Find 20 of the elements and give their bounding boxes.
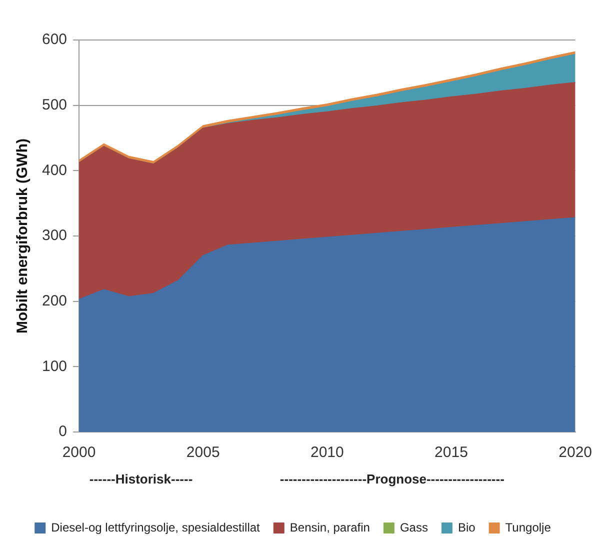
text: --------------------Prognose------------------ xyxy=(280,472,504,487)
y-tick-label: 200 xyxy=(42,292,68,310)
x-tick-label: 2000 xyxy=(62,444,96,462)
y-tick-label: 400 xyxy=(42,162,68,179)
y-tick-label: 500 xyxy=(42,96,68,114)
y-tick-label: 600 xyxy=(42,31,68,48)
legend-label: Diesel-og lettfyringsolje, spesialdestillat xyxy=(51,520,261,534)
y-tick-label: 100 xyxy=(42,358,68,375)
x-tick-label: 2015 xyxy=(434,444,468,462)
x-tick-label: 2020 xyxy=(558,444,592,462)
x-tick-label: 2005 xyxy=(186,444,220,462)
legend-label: Gass xyxy=(400,520,428,534)
x-tick-label: 2010 xyxy=(310,444,344,462)
y-axis-title: Mobilt energiforbruk (GWh) xyxy=(14,138,32,334)
legend-label: Bio xyxy=(458,520,476,534)
y-tick-label: 0 xyxy=(58,423,68,440)
text: ------Historisk----- xyxy=(89,472,193,487)
y-tick-label: 300 xyxy=(42,227,68,244)
legend-label: Tungolje xyxy=(505,520,552,534)
legend-label: Bensin, parafin xyxy=(290,520,370,534)
